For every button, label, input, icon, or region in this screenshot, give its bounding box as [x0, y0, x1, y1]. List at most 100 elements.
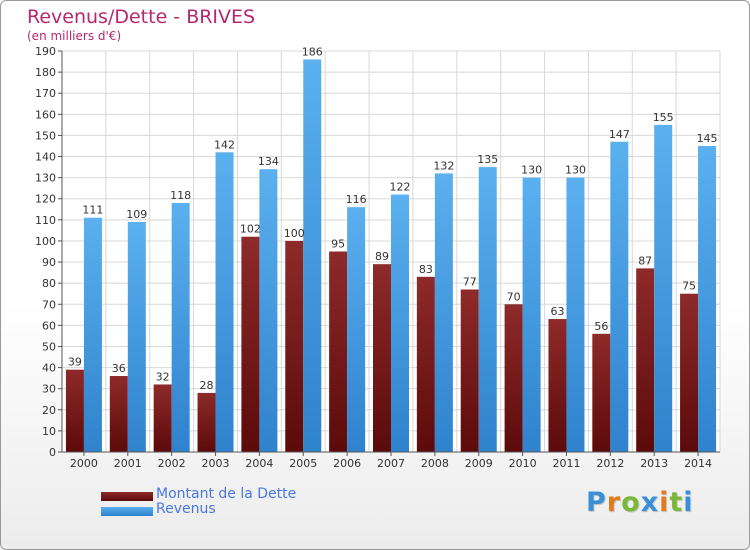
- y-tick-label: 110: [35, 214, 56, 227]
- y-tick-label: 60: [42, 319, 56, 332]
- y-tick-label: 0: [49, 446, 56, 459]
- data-label-debt: 77: [463, 275, 477, 288]
- x-tick-label: 2000: [70, 457, 98, 470]
- data-label-revenue: 147: [609, 128, 630, 141]
- bar-debt: [241, 236, 260, 452]
- y-tick-label: 70: [42, 298, 56, 311]
- data-label-revenue: 111: [82, 204, 103, 217]
- x-tick-label: 2001: [114, 457, 142, 470]
- bar-debt: [285, 240, 304, 452]
- bar-debt: [592, 333, 611, 452]
- axis-layer: 0 10 20 30 40 50 60 70 80 90 100 110 120 130 140 150 160…: [35, 45, 720, 470]
- bar-revenue: [215, 152, 234, 452]
- legend-label-debt: Montant de la Dette: [156, 486, 297, 502]
- bar-debt: [329, 251, 348, 452]
- x-tick-label: 2011: [552, 457, 580, 470]
- bar-revenue: [391, 194, 409, 452]
- y-tick-label: 180: [35, 66, 56, 79]
- bar-debt: [416, 276, 435, 452]
- bar-debt: [65, 369, 84, 452]
- y-tick-label: 100: [35, 235, 56, 248]
- chart-subtitle: (en milliers d'€): [27, 29, 122, 43]
- data-label-revenue: 132: [433, 159, 454, 172]
- y-tick-label: 150: [35, 129, 56, 142]
- data-label-revenue: 155: [653, 111, 674, 124]
- x-tick-label: 2006: [333, 457, 361, 470]
- x-tick-label: 2007: [377, 457, 405, 470]
- x-tick-label: 2002: [158, 457, 186, 470]
- bar-revenue: [522, 177, 541, 452]
- bar-revenue: [698, 145, 717, 452]
- x-tick-label: 2009: [465, 457, 493, 470]
- bar-revenue: [127, 221, 146, 452]
- data-label-debt: 87: [638, 254, 652, 267]
- data-label-debt: 36: [112, 362, 126, 375]
- bar-revenue: [566, 177, 585, 452]
- y-tick-label: 90: [42, 256, 56, 269]
- data-label-debt: 89: [375, 250, 389, 263]
- data-label-debt: 100: [284, 227, 305, 240]
- bar-revenue: [303, 59, 322, 452]
- data-label-debt: 102: [240, 223, 261, 236]
- y-tick-label: 140: [35, 151, 56, 164]
- bar-debt: [153, 384, 172, 452]
- bar-debt: [373, 264, 391, 452]
- data-label-debt: 56: [594, 320, 608, 333]
- bar-debt: [504, 304, 523, 452]
- y-tick-label: 50: [42, 340, 56, 353]
- data-label-revenue: 135: [477, 153, 498, 166]
- legend-label-revenue: Revenus: [156, 501, 216, 517]
- data-label-debt: 28: [200, 379, 214, 392]
- bar-debt: [197, 392, 216, 452]
- bar-debt: [460, 289, 479, 452]
- x-tick-label: 2012: [596, 457, 624, 470]
- data-label-revenue: 130: [521, 164, 542, 177]
- data-label-revenue: 109: [126, 208, 147, 221]
- data-label-debt: 75: [682, 280, 696, 293]
- chart-title: Revenus/Dette - BRIVES: [27, 6, 256, 28]
- legend-swatch-debt: [101, 492, 153, 501]
- data-label-debt: 95: [331, 238, 345, 251]
- bar-debt: [548, 319, 567, 452]
- labels-layer: 39 111 36 109 32 118 28 142 102 134 100 186 95 116 89 1…: [68, 45, 718, 391]
- bar-revenue: [478, 167, 497, 452]
- data-label-debt: 83: [419, 263, 433, 276]
- bar-revenue: [347, 207, 366, 452]
- data-label-debt: 32: [156, 370, 170, 383]
- data-label-revenue: 122: [390, 181, 411, 194]
- bar-revenue: [434, 173, 453, 452]
- y-tick-label: 170: [35, 87, 56, 100]
- bar-revenue: [259, 169, 278, 453]
- x-tick-label: 2013: [640, 457, 668, 470]
- y-tick-label: 40: [42, 362, 56, 375]
- data-label-debt: 63: [550, 305, 564, 318]
- data-label-revenue: 145: [697, 132, 718, 145]
- x-tick-label: 2003: [202, 457, 230, 470]
- x-tick-label: 2008: [421, 457, 449, 470]
- data-label-revenue: 130: [565, 164, 586, 177]
- data-label-debt: 39: [68, 356, 82, 369]
- bars-layer: [65, 59, 717, 453]
- legend-swatch-revenue: [101, 507, 153, 516]
- bar-debt: [636, 268, 655, 452]
- data-label-revenue: 116: [346, 193, 367, 206]
- x-tick-label: 2014: [684, 457, 712, 470]
- data-label-debt: 70: [507, 290, 521, 303]
- data-label-revenue: 186: [302, 45, 323, 58]
- data-label-revenue: 118: [170, 189, 191, 202]
- x-tick-label: 2004: [245, 457, 273, 470]
- bar-revenue: [83, 217, 102, 452]
- bar-revenue: [654, 124, 673, 453]
- x-tick-label: 2010: [509, 457, 537, 470]
- y-tick-label: 120: [35, 193, 56, 206]
- y-tick-label: 80: [42, 277, 56, 290]
- x-tick-label: 2005: [289, 457, 317, 470]
- proxiti-logo: Proxiti: [586, 487, 694, 518]
- bar-debt: [680, 293, 699, 452]
- data-label-revenue: 142: [214, 138, 235, 151]
- y-tick-label: 160: [35, 108, 56, 121]
- y-tick-label: 20: [42, 404, 56, 417]
- data-label-revenue: 134: [258, 155, 279, 168]
